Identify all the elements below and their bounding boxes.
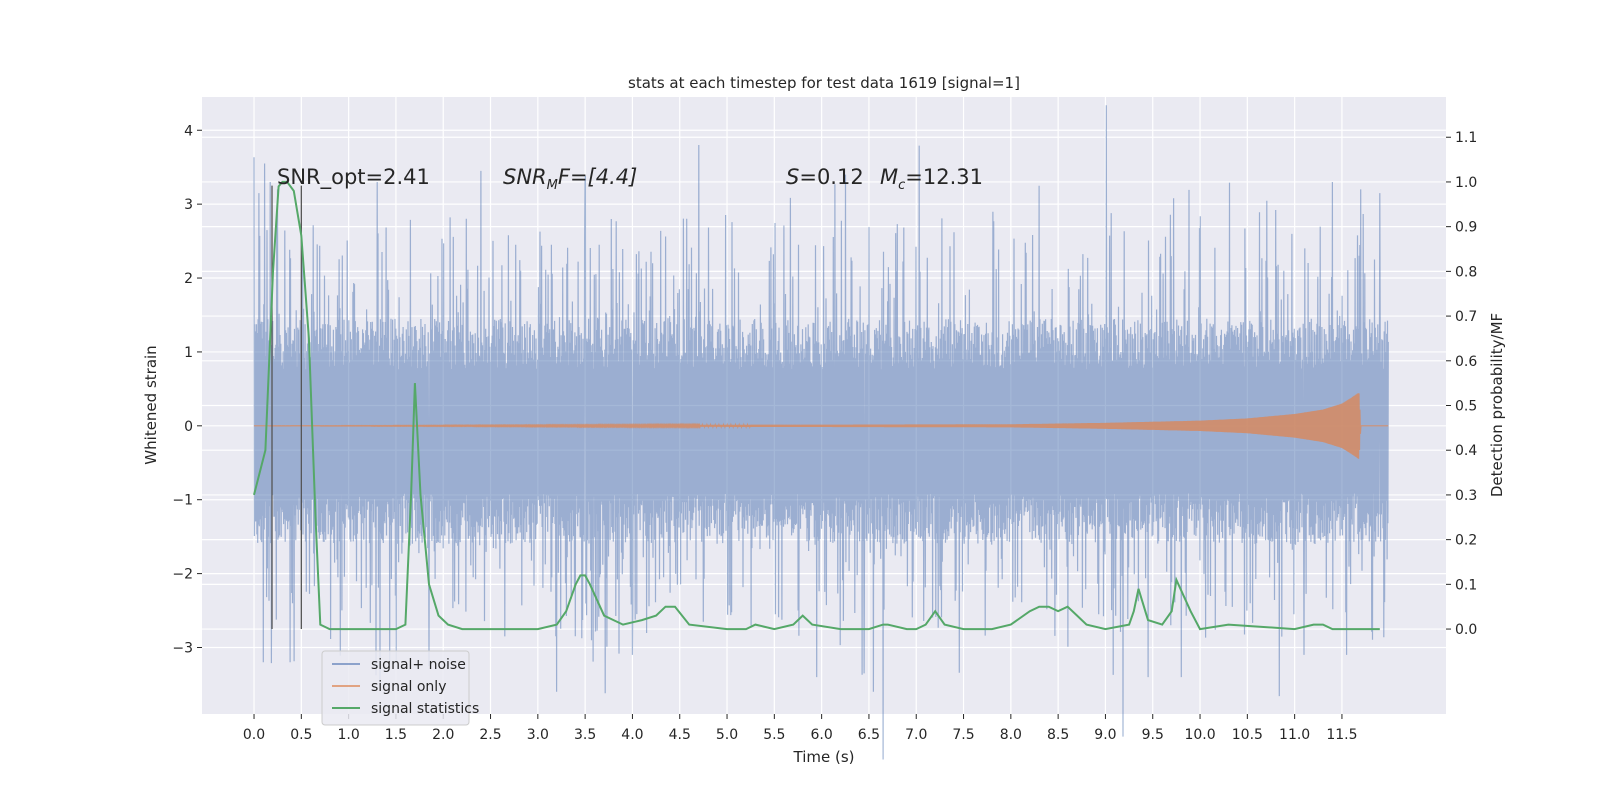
right-y-tick-label: 0.3 <box>1455 488 1477 504</box>
x-tick-label: 1.5 <box>385 727 407 743</box>
signal-statistics-line <box>253 180 1380 631</box>
x-tick-label: 6.0 <box>811 727 833 743</box>
right-y-tick-label: 0.8 <box>1455 264 1477 280</box>
left-y-tick-label: −1 <box>172 493 193 509</box>
annotation-snr-mf-rest: F=[4.4] <box>558 165 637 189</box>
x-tick-label: 10.0 <box>1184 727 1215 743</box>
x-tick-label: 1.0 <box>337 727 359 743</box>
annotation-snr-opt: SNR_opt=2.41 <box>277 165 430 190</box>
signal-noise-line <box>253 105 1389 760</box>
x-tick-labels: 0.0 0.5 1.0 1.5 2.0 2.5 3.0 3.5 4.0 4.5 5.0 5.5 6.0 6… <box>243 714 1358 743</box>
annotation-snr-mf: SNRMF=[4.4] <box>503 165 637 193</box>
x-tick-label: 0.0 <box>243 727 265 743</box>
signal-only-line <box>254 393 1389 459</box>
legend-label-signal-only: signal only <box>371 679 446 695</box>
x-tick-label: 9.5 <box>1142 727 1164 743</box>
chart-title: stats at each timestep for test data 161… <box>628 74 1020 92</box>
left-y-tick-label: 4 <box>184 123 193 139</box>
x-tick-label: 8.0 <box>1000 727 1022 743</box>
annotation-snr-mf-sub: M <box>547 178 558 193</box>
x-tick-label: 8.5 <box>1047 727 1069 743</box>
annotation-mc-sub: c <box>898 178 905 193</box>
right-y-tick-label: 0.6 <box>1455 354 1477 370</box>
right-y-tick-label: 0.1 <box>1455 577 1477 593</box>
x-tick-label: 11.0 <box>1279 727 1310 743</box>
x-tick-label: 4.5 <box>669 727 691 743</box>
left-y-tick-label: −2 <box>172 567 193 583</box>
vertical-markers <box>271 185 302 630</box>
left-y-tick-label: 3 <box>184 197 193 213</box>
x-tick-label: 5.0 <box>716 727 738 743</box>
x-tick-label: 3.5 <box>574 727 596 743</box>
x-tick-label: 7.5 <box>952 727 974 743</box>
x-tick-label: 5.5 <box>763 727 785 743</box>
right-y-tick-label: 0.5 <box>1455 399 1477 415</box>
x-tick-label: 2.5 <box>479 727 501 743</box>
legend-box <box>321 650 470 726</box>
left-y-axis-title: Whitened strain <box>142 345 160 464</box>
right-y-tick-label: 0.7 <box>1455 309 1477 325</box>
right-y-tick-label: 0.2 <box>1455 533 1477 549</box>
x-tick-label: 10.5 <box>1232 727 1263 743</box>
x-tick-label: 6.5 <box>858 727 880 743</box>
right-y-tick-label: 0.4 <box>1455 443 1477 459</box>
annotation-s: S=0.12 <box>786 165 864 189</box>
x-tick-label: 2.0 <box>432 727 454 743</box>
x-tick-label: 3.0 <box>527 727 549 743</box>
left-y-tick-label: 0 <box>184 419 193 435</box>
left-y-tick-label: 2 <box>184 271 193 287</box>
annotation-s-value: =0.12 <box>799 165 863 189</box>
right-y-axis-title: Detection probability/MF <box>1488 313 1506 497</box>
legend-label-signal-noise: signal+ noise <box>371 657 466 673</box>
annotation-mc-value: =12.31 <box>905 165 983 189</box>
legend-label-signal-statistics: signal statistics <box>371 701 479 717</box>
annotation-s-label: S <box>786 165 799 189</box>
x-tick-label: 9.0 <box>1094 727 1116 743</box>
annotation-mc-base: M <box>880 165 898 189</box>
x-tick-label: 11.5 <box>1326 727 1357 743</box>
right-y-tick-label: 1.0 <box>1455 175 1477 191</box>
right-y-tick-label: 1.1 <box>1455 130 1477 146</box>
signal-only-series <box>254 393 1389 459</box>
x-tick-label: 4.0 <box>621 727 643 743</box>
annotation-mc: Mc=12.31 <box>880 165 983 193</box>
left-y-tick-label: −3 <box>172 640 193 656</box>
annotation-snr-mf-base: SNR <box>503 165 547 189</box>
signal-statistics-series <box>253 180 1380 631</box>
right-y-tick-label: 0.9 <box>1455 220 1477 236</box>
right-y-tick-label: 0.0 <box>1455 622 1477 638</box>
left-y-tick-label: 1 <box>184 345 193 361</box>
left-y-tick-labels: 4 3 2 1 0 −1 −2 −3 <box>172 123 202 656</box>
right-y-tick-labels: 1.1 1.0 0.9 0.8 0.7 0.6 0.5 0.4 0.3 0.2 0.1 0.0 <box>1446 130 1477 638</box>
x-axis-title: Time (s) <box>793 748 855 766</box>
legend: signal+ noise signal only signal statist… <box>321 650 479 726</box>
signal-noise-series <box>253 105 1389 760</box>
x-tick-label: 0.5 <box>290 727 312 743</box>
x-tick-label: 7.0 <box>905 727 927 743</box>
